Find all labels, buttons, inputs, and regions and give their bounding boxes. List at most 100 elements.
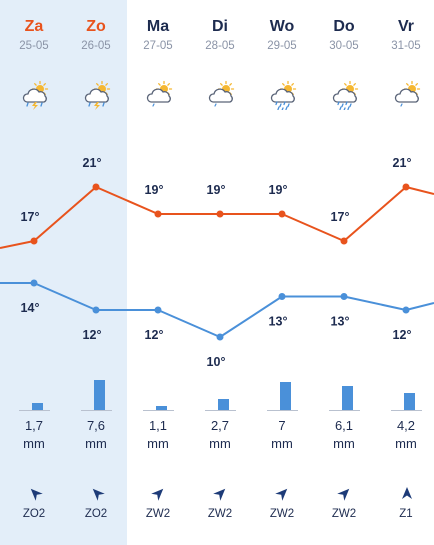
min-temp-point <box>402 306 410 314</box>
max-temp-point <box>340 237 348 245</box>
wind-direction-arrow-icon <box>337 488 350 501</box>
wind-direction-label: ZO2 <box>22 508 46 520</box>
precipitation-baseline <box>143 410 174 411</box>
precipitation-unit: mm <box>395 436 417 451</box>
max-temp-point <box>216 210 224 218</box>
partly-cloudy-icon <box>146 80 173 107</box>
max-temp-label: 17° <box>331 210 350 224</box>
day-date: 28-05 <box>205 40 235 52</box>
weekend-highlight <box>0 0 127 545</box>
forecast-day-do[interactable]: Do 30-05 6,1 mm ZW2 <box>313 0 375 545</box>
precipitation-bar <box>342 386 353 410</box>
min-temp-label: 14° <box>21 301 40 315</box>
precipitation-amount: 7 <box>278 418 286 433</box>
wind-direction-arrow-icon <box>92 488 105 501</box>
day-date: 30-05 <box>329 40 359 52</box>
max-temp-label: 17° <box>21 210 40 224</box>
wind-direction-label: ZW2 <box>207 508 233 520</box>
max-temp-point <box>30 237 38 245</box>
forecast-day-vr[interactable]: Vr 31-05 4,2 mm Z1 <box>375 0 434 545</box>
max-temp-label: 19° <box>145 183 164 197</box>
precipitation-bar <box>404 393 415 410</box>
precipitation-baseline <box>205 410 236 411</box>
min-temp-point <box>92 306 100 314</box>
min-temp-point <box>340 293 348 300</box>
day-date: 27-05 <box>143 40 173 52</box>
precipitation-bar <box>94 380 105 410</box>
max-temp-label: 19° <box>207 183 226 197</box>
wind-direction-arrow-icon <box>151 488 164 501</box>
day-name: Ma <box>146 18 170 35</box>
max-temp-point <box>154 210 162 218</box>
precipitation-unit: mm <box>85 436 107 451</box>
precipitation-baseline <box>329 410 360 411</box>
partly-cloudy-icon <box>394 80 421 107</box>
precipitation-unit: mm <box>23 436 45 451</box>
forecast-day-za[interactable]: Za 25-05 1,7 mm ZO2 <box>3 0 65 545</box>
day-name: Zo <box>86 18 106 35</box>
min-temp-line <box>0 282 434 338</box>
precipitation-baseline <box>19 410 50 411</box>
wind-direction-arrow-icon <box>30 488 43 501</box>
thunderstorm-icon <box>22 80 49 110</box>
precipitation-amount: 1,7 <box>24 418 44 433</box>
day-date: 31-05 <box>391 40 421 52</box>
wind-direction-label: ZW2 <box>269 508 295 520</box>
wind-direction-label: Z1 <box>399 508 413 520</box>
min-temp-label: 12° <box>393 328 412 342</box>
min-temp-point <box>216 333 224 341</box>
precipitation-unit: mm <box>271 436 293 451</box>
precipitation-amount: 7,6 <box>86 418 106 433</box>
rain-icon <box>270 80 297 110</box>
precipitation-unit: mm <box>147 436 169 451</box>
precipitation-bar <box>32 403 43 410</box>
day-name: Wo <box>269 18 295 35</box>
precipitation-unit: mm <box>209 436 231 451</box>
wind-direction-arrow-icon <box>402 487 412 499</box>
min-temp-label: 13° <box>331 315 350 329</box>
min-temp-label: 13° <box>269 315 288 329</box>
forecast-day-di[interactable]: Di 28-05 2,7 mm ZW2 <box>189 0 251 545</box>
precipitation-baseline <box>267 410 298 411</box>
min-temp-point <box>154 306 162 314</box>
precipitation-baseline <box>81 410 112 411</box>
max-temp-label: 21° <box>83 156 102 170</box>
day-name: Vr <box>397 18 414 35</box>
day-name: Di <box>212 18 228 35</box>
wind-direction-label: ZW2 <box>145 508 171 520</box>
precipitation-amount: 2,7 <box>210 418 230 433</box>
day-name: Za <box>24 18 44 35</box>
max-temp-point <box>92 183 100 191</box>
precipitation-amount: 1,1 <box>148 418 168 433</box>
min-temp-label: 12° <box>145 328 164 342</box>
precipitation-unit: mm <box>333 436 355 451</box>
wind-direction-arrow-icon <box>213 488 226 501</box>
min-temp-label: 12° <box>83 328 102 342</box>
wind-direction-label: ZO2 <box>84 508 108 520</box>
max-temp-point <box>402 183 410 191</box>
day-date: 25-05 <box>19 40 49 52</box>
forecast-day-wo[interactable]: Wo 29-05 7 mm ZW2 <box>251 0 313 545</box>
wind-direction-arrow-icon <box>275 488 288 501</box>
wind-direction-label: ZW2 <box>331 508 357 520</box>
max-temp-label: 21° <box>393 156 412 170</box>
rain-icon <box>332 80 359 110</box>
precipitation-bar <box>218 399 229 410</box>
precipitation-bar <box>280 382 291 410</box>
min-temp-label: 10° <box>207 355 226 369</box>
day-name: Do <box>333 18 355 35</box>
max-temp-label: 19° <box>269 183 288 197</box>
precipitation-bar <box>156 406 167 410</box>
min-temp-point <box>30 279 38 287</box>
thunderstorm-icon <box>84 80 111 110</box>
partly-cloudy-icon <box>208 80 235 107</box>
day-date: 29-05 <box>267 40 297 52</box>
day-date: 26-05 <box>81 40 111 52</box>
forecast-day-zo[interactable]: Zo 26-05 7,6 mm ZO2 <box>65 0 127 545</box>
max-temp-point <box>278 210 286 218</box>
forecast-day-ma[interactable]: Ma 27-05 1,1 mm ZW2 <box>127 0 189 545</box>
temperature-chart: 17° 21° 19° 19° 19° 17° 21° 14° 12° 12° 10° 13° 13° 1… <box>0 156 434 369</box>
precipitation-baseline <box>391 410 422 411</box>
precipitation-amount: 6,1 <box>334 418 354 433</box>
min-temp-point <box>278 293 286 300</box>
